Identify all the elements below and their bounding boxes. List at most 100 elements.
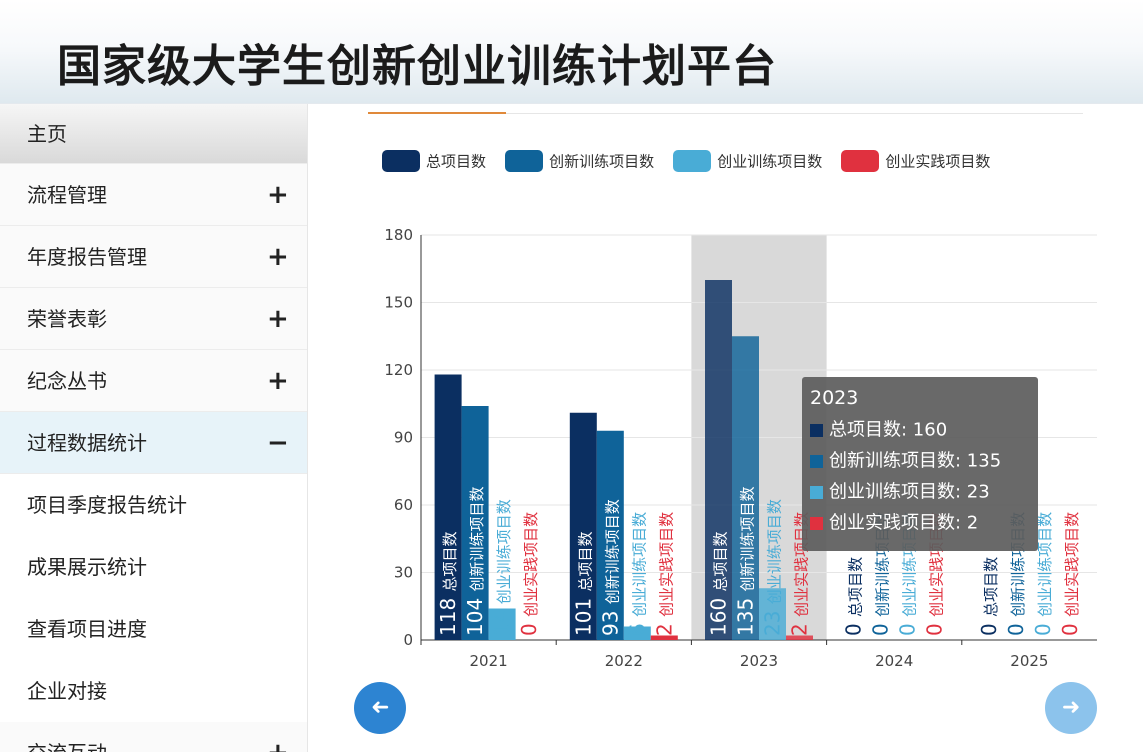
tooltip-row: 创新训练项目数: 135 bbox=[810, 445, 1030, 476]
chart-legend: 总项目数 创新训练项目数 创业训练项目数 创业实践项目数 bbox=[382, 150, 1004, 176]
sidebar-item-home[interactable]: 主页 bbox=[0, 104, 307, 164]
bar-value: 118 bbox=[436, 591, 460, 636]
bar-value: 6 bbox=[625, 617, 649, 636]
tooltip-row-text: 创业实践项目数: 2 bbox=[829, 512, 979, 534]
next-page-button[interactable]: ➜ bbox=[1045, 682, 1097, 734]
bar-value: 0 bbox=[869, 617, 893, 636]
expand-plus-icon[interactable]: + bbox=[267, 722, 289, 752]
bar-value: 160 bbox=[707, 591, 731, 636]
sidebar-item-process-management[interactable]: 流程管理 + bbox=[0, 164, 307, 226]
legend-label: 创业训练项目数 bbox=[717, 152, 823, 171]
main-content: 总项目数 创新训练项目数 创业训练项目数 创业实践项目数 0 30 60 90 120 1… bbox=[322, 104, 1128, 752]
sidebar-item-honors[interactable]: 荣誉表彰 + bbox=[0, 288, 307, 350]
expand-plus-icon[interactable]: + bbox=[267, 180, 289, 210]
legend-item-total[interactable]: 总项目数 bbox=[382, 150, 486, 172]
bar-data-label: 6 创业训练项目数 bbox=[625, 512, 649, 636]
sidebar-item-label: 查看项目进度 bbox=[27, 617, 147, 641]
sidebar: 主页 流程管理 + 年度报告管理 + 荣誉表彰 + 纪念丛书 + 过程数据统计 … bbox=[0, 104, 308, 752]
prev-page-button[interactable]: ➜ bbox=[354, 682, 406, 734]
bar-series-name: 总项目数 bbox=[982, 557, 1000, 617]
expand-plus-icon[interactable]: + bbox=[267, 242, 289, 272]
bar-series-name: 创业训练项目数 bbox=[495, 499, 513, 604]
sidebar-item-label: 主页 bbox=[27, 122, 67, 146]
bar bbox=[759, 588, 786, 640]
bar bbox=[786, 635, 813, 640]
bar-series-name: 总项目数 bbox=[576, 531, 594, 591]
sidebar-item-communication[interactable]: 交流互动 + bbox=[0, 722, 307, 752]
legend-swatch bbox=[505, 150, 544, 172]
page-header: 国家级大学生创新创业训练计划平台 bbox=[0, 0, 1143, 104]
bar-value: 104 bbox=[463, 591, 487, 636]
bar bbox=[461, 406, 489, 640]
bar bbox=[650, 635, 678, 640]
x-tick-label: 2024 bbox=[875, 652, 913, 670]
y-tick-label: 30 bbox=[394, 564, 413, 582]
sidebar-item-annual-report[interactable]: 年度报告管理 + bbox=[0, 226, 307, 288]
y-tick-label: 60 bbox=[394, 496, 413, 514]
sidebar-item-label: 过程数据统计 bbox=[27, 431, 147, 455]
bar-data-label: 135 创新训练项目数 bbox=[734, 486, 758, 636]
bar-data-label: 14 创业训练项目数 bbox=[490, 499, 514, 636]
bar-value: 0 bbox=[1031, 617, 1055, 636]
tooltip-title: 2023 bbox=[810, 387, 859, 409]
bar-value: 0 bbox=[1058, 617, 1082, 636]
bar-series-name: 创新训练项目数 bbox=[468, 486, 486, 591]
bar-data-label: 104 创新训练项目数 bbox=[463, 486, 487, 636]
sidebar-item-label: 企业对接 bbox=[27, 679, 107, 703]
expand-plus-icon[interactable]: + bbox=[267, 366, 289, 396]
legend-label: 总项目数 bbox=[426, 152, 487, 171]
sidebar-item-memorial-books[interactable]: 纪念丛书 + bbox=[0, 350, 307, 412]
bar-value: 2 bbox=[652, 617, 676, 636]
tooltip-row-text: 创业训练项目数: 23 bbox=[829, 481, 990, 503]
tooltip-row: 创业实践项目数: 2 bbox=[810, 507, 1030, 538]
bar-data-label: 0 创业训练项目数 bbox=[1031, 512, 1055, 636]
y-tick-label: 180 bbox=[384, 226, 413, 244]
bar-series-name: 创新训练项目数 bbox=[603, 499, 621, 604]
active-tab-indicator bbox=[368, 112, 506, 114]
bar-series-name: 总项目数 bbox=[847, 557, 865, 617]
bar-data-label: 160 总项目数 bbox=[707, 531, 731, 636]
legend-swatch bbox=[841, 150, 880, 172]
tooltip-row: 创业训练项目数: 23 bbox=[810, 476, 1030, 507]
bar-value: 0 bbox=[923, 617, 947, 636]
sidebar-item-label: 荣誉表彰 bbox=[27, 307, 107, 331]
x-tick-label: 2021 bbox=[470, 652, 508, 670]
bar-value: 0 bbox=[977, 617, 1001, 636]
bar-value: 0 bbox=[517, 617, 541, 636]
sidebar-item-label: 流程管理 bbox=[27, 183, 107, 207]
bar-series-name: 创业训练项目数 bbox=[766, 499, 784, 604]
bar-value: 93 bbox=[598, 604, 622, 636]
bar bbox=[488, 608, 516, 640]
bar-data-label: 118 总项目数 bbox=[436, 531, 460, 636]
sidebar-item-label: 纪念丛书 bbox=[27, 369, 107, 393]
sidebar-item-label: 成果展示统计 bbox=[27, 555, 147, 579]
bar-value: 0 bbox=[896, 617, 920, 636]
bar bbox=[569, 412, 597, 640]
legend-swatch bbox=[382, 150, 420, 172]
y-tick-label: 0 bbox=[403, 631, 413, 649]
legend-item-innovation[interactable]: 创新训练项目数 bbox=[505, 150, 654, 172]
x-tick-label: 2022 bbox=[605, 652, 643, 670]
sidebar-subitem-enterprise-connect[interactable]: 企业对接 bbox=[0, 660, 307, 722]
legend-item-startup-training[interactable]: 创业训练项目数 bbox=[673, 150, 822, 172]
bar-series-name: 创新训练项目数 bbox=[739, 486, 757, 591]
bar-series-name: 创业实践项目数 bbox=[657, 512, 675, 617]
legend-item-startup-practice[interactable]: 创业实践项目数 bbox=[841, 150, 990, 172]
bar-value: 101 bbox=[571, 591, 595, 636]
expand-plus-icon[interactable]: + bbox=[267, 304, 289, 334]
bar-data-label: 0 创业实践项目数 bbox=[1058, 512, 1082, 636]
sidebar-item-process-data-stats[interactable]: 过程数据统计 − bbox=[0, 412, 307, 474]
bar-series-name: 总项目数 bbox=[712, 531, 730, 591]
sidebar-subitem-achievement-stats[interactable]: 成果展示统计 bbox=[0, 536, 307, 598]
bar bbox=[596, 430, 624, 640]
legend-swatch bbox=[673, 150, 712, 172]
bar bbox=[732, 336, 759, 640]
bar-series-name: 创业实践项目数 bbox=[522, 512, 540, 617]
y-tick-label: 120 bbox=[384, 361, 413, 379]
tooltip-row: 总项目数: 160 bbox=[810, 414, 1030, 445]
collapse-minus-icon[interactable]: − bbox=[267, 428, 289, 458]
tooltip-swatch bbox=[810, 485, 823, 499]
sidebar-subitem-project-progress[interactable]: 查看项目进度 bbox=[0, 598, 307, 660]
bar-value: 2 bbox=[788, 617, 812, 636]
sidebar-subitem-quarterly-report-stats[interactable]: 项目季度报告统计 bbox=[0, 474, 307, 536]
